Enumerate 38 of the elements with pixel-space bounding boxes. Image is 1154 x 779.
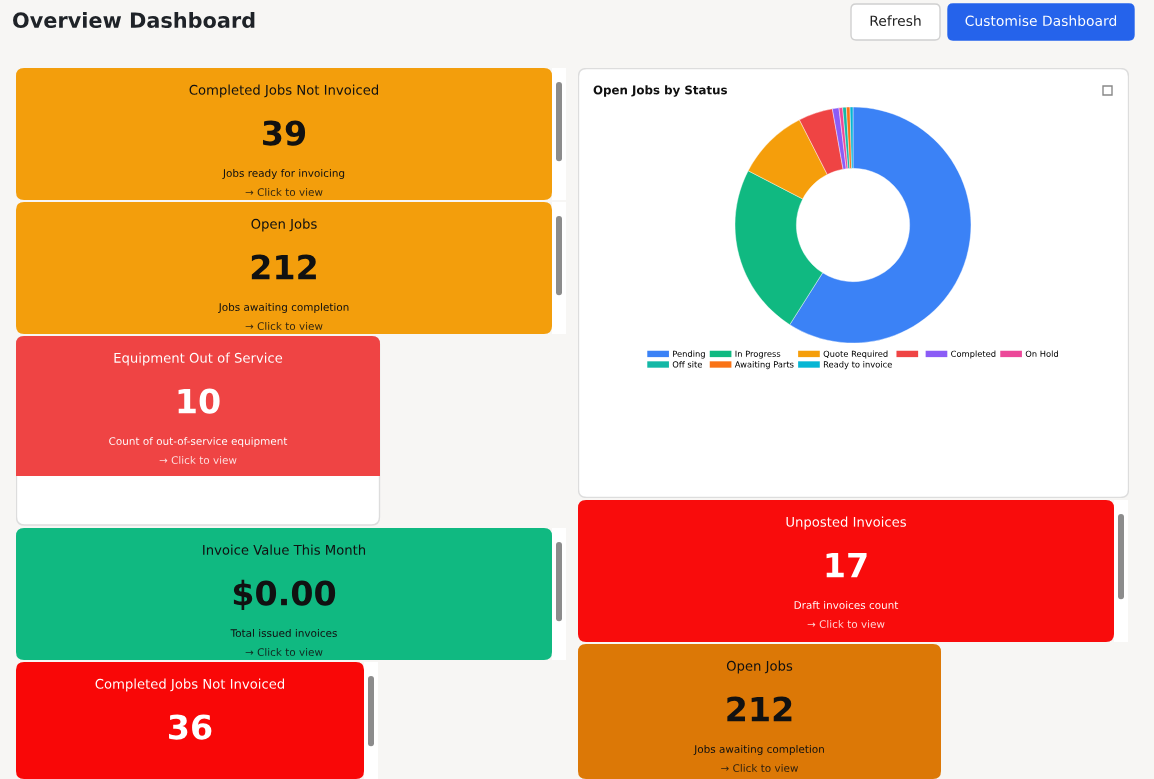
text: Invoice Value This Month bbox=[203, 544, 366, 555]
legend-label: Ready to invoice bbox=[823, 361, 892, 370]
text: Open Jobs bbox=[726, 660, 793, 674]
text: Customise Dashboard bbox=[965, 15, 1117, 27]
text: → Click to view bbox=[245, 647, 323, 657]
text: Overview Dashboard bbox=[13, 11, 255, 29]
text: 39 bbox=[263, 120, 306, 146]
legend-label: Awaiting Parts bbox=[734, 361, 794, 370]
legend-label: In Progress bbox=[735, 350, 781, 359]
text: Jobs awaiting completion bbox=[693, 744, 824, 756]
text: Unposted Invoices bbox=[786, 516, 906, 530]
text: Total issued invoices bbox=[230, 628, 337, 638]
text: 212 bbox=[251, 254, 316, 280]
text: Refresh bbox=[870, 15, 921, 27]
text: Completed Jobs Not Invoiced bbox=[95, 678, 285, 692]
text: Jobs ready for invoicing bbox=[222, 168, 345, 180]
text: Draft invoices count bbox=[794, 600, 899, 610]
text: 17 bbox=[826, 552, 867, 578]
legend-label: Quote Required bbox=[823, 350, 888, 359]
text: → Click to view bbox=[245, 321, 323, 331]
legend-label: Off site bbox=[672, 361, 702, 368]
text: 212 bbox=[727, 696, 792, 722]
legend-label: Pending bbox=[673, 350, 705, 359]
text: → Click to view bbox=[807, 619, 885, 629]
text: → Click to view bbox=[721, 763, 799, 773]
text: Open Jobs bbox=[251, 218, 317, 232]
text: Completed Jobs Not Invoiced bbox=[189, 84, 379, 98]
legend-label: Completed bbox=[951, 350, 996, 359]
text: → Click to view bbox=[159, 455, 237, 465]
legend-label: On Hold bbox=[1025, 350, 1058, 357]
chart-title: Open Jobs by Status bbox=[593, 85, 727, 97]
text: Count of out-of-service equipment bbox=[109, 436, 288, 448]
text: 36 bbox=[169, 714, 212, 740]
text: Jobs awaiting completion bbox=[218, 302, 349, 314]
text: 10 bbox=[178, 388, 220, 414]
text: Equipment Out of Service bbox=[114, 352, 283, 366]
text: → Click to view bbox=[245, 187, 323, 197]
text: $0.00 bbox=[233, 579, 336, 611]
